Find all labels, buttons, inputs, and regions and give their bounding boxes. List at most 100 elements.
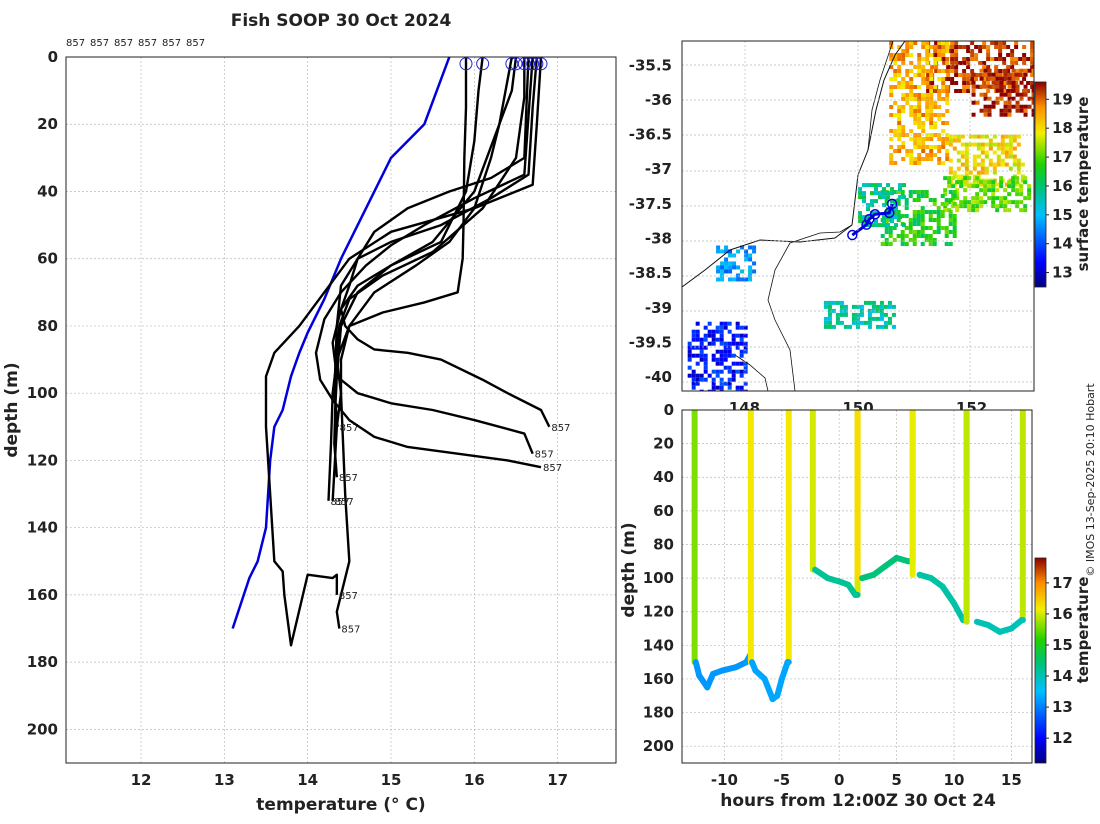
map-sst-cell	[727, 385, 732, 390]
map-sst-cell	[748, 269, 753, 274]
map-sst-cell	[897, 117, 902, 121]
map-sst-cell	[991, 180, 996, 185]
map-sst-cell	[933, 153, 938, 157]
map-colorbar-tick: 17	[1052, 148, 1073, 166]
map-sst-cell	[1022, 61, 1027, 65]
map-sst-cell	[916, 194, 921, 199]
map-sst-cell	[962, 73, 967, 77]
map-sst-cell	[979, 76, 984, 81]
map-sst-cell	[892, 238, 897, 243]
map-sst-cell	[739, 385, 744, 390]
map-sst-cell	[748, 265, 753, 270]
map-sst-cell	[950, 49, 955, 53]
profile-end-label: 857	[339, 591, 358, 602]
map-sst-cell	[905, 53, 910, 57]
map-sst-cell	[740, 269, 745, 274]
map-sst-cell	[1014, 45, 1019, 49]
map-sst-cell	[909, 69, 914, 73]
map-sst-cell	[874, 199, 878, 204]
map-sst-cell	[1016, 166, 1021, 171]
map-sst-cell	[691, 333, 696, 338]
map-sst-cell	[889, 113, 894, 117]
map-sst-cell	[889, 65, 894, 69]
map-sst-cell	[983, 92, 988, 97]
profile-ticks: 12 13 14 15 16 17 0 20 40 60 80 100 120 140 160 180 200	[27, 48, 568, 789]
map-sst-cell	[889, 41, 894, 45]
section-x-tick: 15	[1001, 771, 1022, 789]
map-sst-cell	[890, 211, 894, 216]
map-sst-cell	[735, 345, 740, 350]
map-sst-cell	[921, 57, 926, 61]
map-sst-cell	[904, 198, 909, 203]
map-sst-cell	[909, 89, 914, 93]
map-sst-cell	[731, 369, 736, 374]
map-sst-cell	[1023, 176, 1028, 181]
map-sst-cell	[889, 129, 894, 133]
map-sst-cell	[893, 57, 898, 61]
map-sst-cell	[1030, 65, 1034, 69]
map-sst-cell	[970, 53, 975, 57]
map-sst-cell	[987, 84, 992, 89]
map-sst-cell	[728, 265, 733, 270]
map-sst-cell	[703, 369, 708, 374]
map-sst-cell	[735, 369, 740, 374]
map-sst-cell	[925, 153, 930, 157]
map-sst-cell	[963, 204, 968, 209]
map-sst-cell	[1011, 88, 1016, 93]
profile-y-tick: 100	[27, 384, 58, 402]
map-sst-cell	[991, 72, 996, 77]
map-sst-cell	[962, 81, 967, 85]
map-sst-cell	[929, 105, 934, 109]
map-sst-cell	[925, 113, 930, 117]
map-sst-cell	[905, 45, 910, 49]
map-sst-cell	[699, 345, 704, 350]
map-sst-cell	[979, 196, 984, 201]
map-sst-cell	[1031, 68, 1034, 73]
map-sst-cell	[941, 41, 946, 45]
map-sst-cell	[971, 208, 976, 213]
map-sst-cell	[1019, 92, 1024, 97]
map-sst-cell	[994, 85, 999, 89]
map-sst-cell	[987, 188, 992, 193]
map-sst-cell	[707, 333, 712, 338]
profile-top-labels: 857 857 857 857 857 857	[66, 38, 205, 49]
map-sst-cell	[979, 180, 984, 185]
map-sst-cell	[1019, 80, 1024, 85]
map-sst-cell	[1003, 76, 1008, 81]
map-sst-cell	[940, 194, 945, 199]
map-sst-cell	[964, 170, 969, 175]
map-sst-cell	[952, 222, 957, 227]
map-sst-cell	[972, 166, 977, 171]
map-sst-cell	[711, 381, 716, 386]
map-sst-cell	[971, 184, 976, 189]
map-sst-cell	[941, 89, 946, 93]
map-sst-cell	[724, 249, 729, 254]
map-sst-cell	[691, 345, 696, 350]
map-track-marker	[861, 219, 872, 230]
map-sst-cell	[1016, 134, 1021, 139]
map-sst-cell	[991, 100, 996, 105]
map-sst-cell	[905, 73, 910, 77]
map-sst-cell	[1022, 53, 1027, 57]
map-sst-cell	[921, 73, 926, 77]
map-sst-cell	[1008, 146, 1013, 151]
map-sst-cell	[752, 269, 757, 274]
map-sst-cell	[896, 218, 901, 223]
map-sst-cell	[1000, 146, 1005, 151]
map-sst-cell	[974, 53, 979, 57]
map-sst-cell	[882, 187, 886, 192]
map-sst-cell	[1003, 196, 1008, 201]
map-sst-cell	[888, 242, 893, 247]
profile-y-tick: 140	[27, 519, 58, 537]
map-sst-cell	[947, 180, 952, 185]
map-sst-cell	[948, 214, 953, 219]
map-sst-cell	[862, 195, 866, 200]
map-sst-cell	[970, 77, 975, 81]
section-ticks: -10 -5 0 5 10 15 0 20 40 60 80 100 120 140 160 180 200	[643, 401, 1022, 789]
map-sst-cell	[735, 389, 740, 391]
map-sst-cell	[921, 113, 926, 117]
map-sst-cell	[711, 357, 716, 362]
map-sst-cell	[913, 141, 918, 145]
profile-y-tick: 20	[37, 115, 58, 133]
profile-top-label: 857	[66, 38, 85, 49]
